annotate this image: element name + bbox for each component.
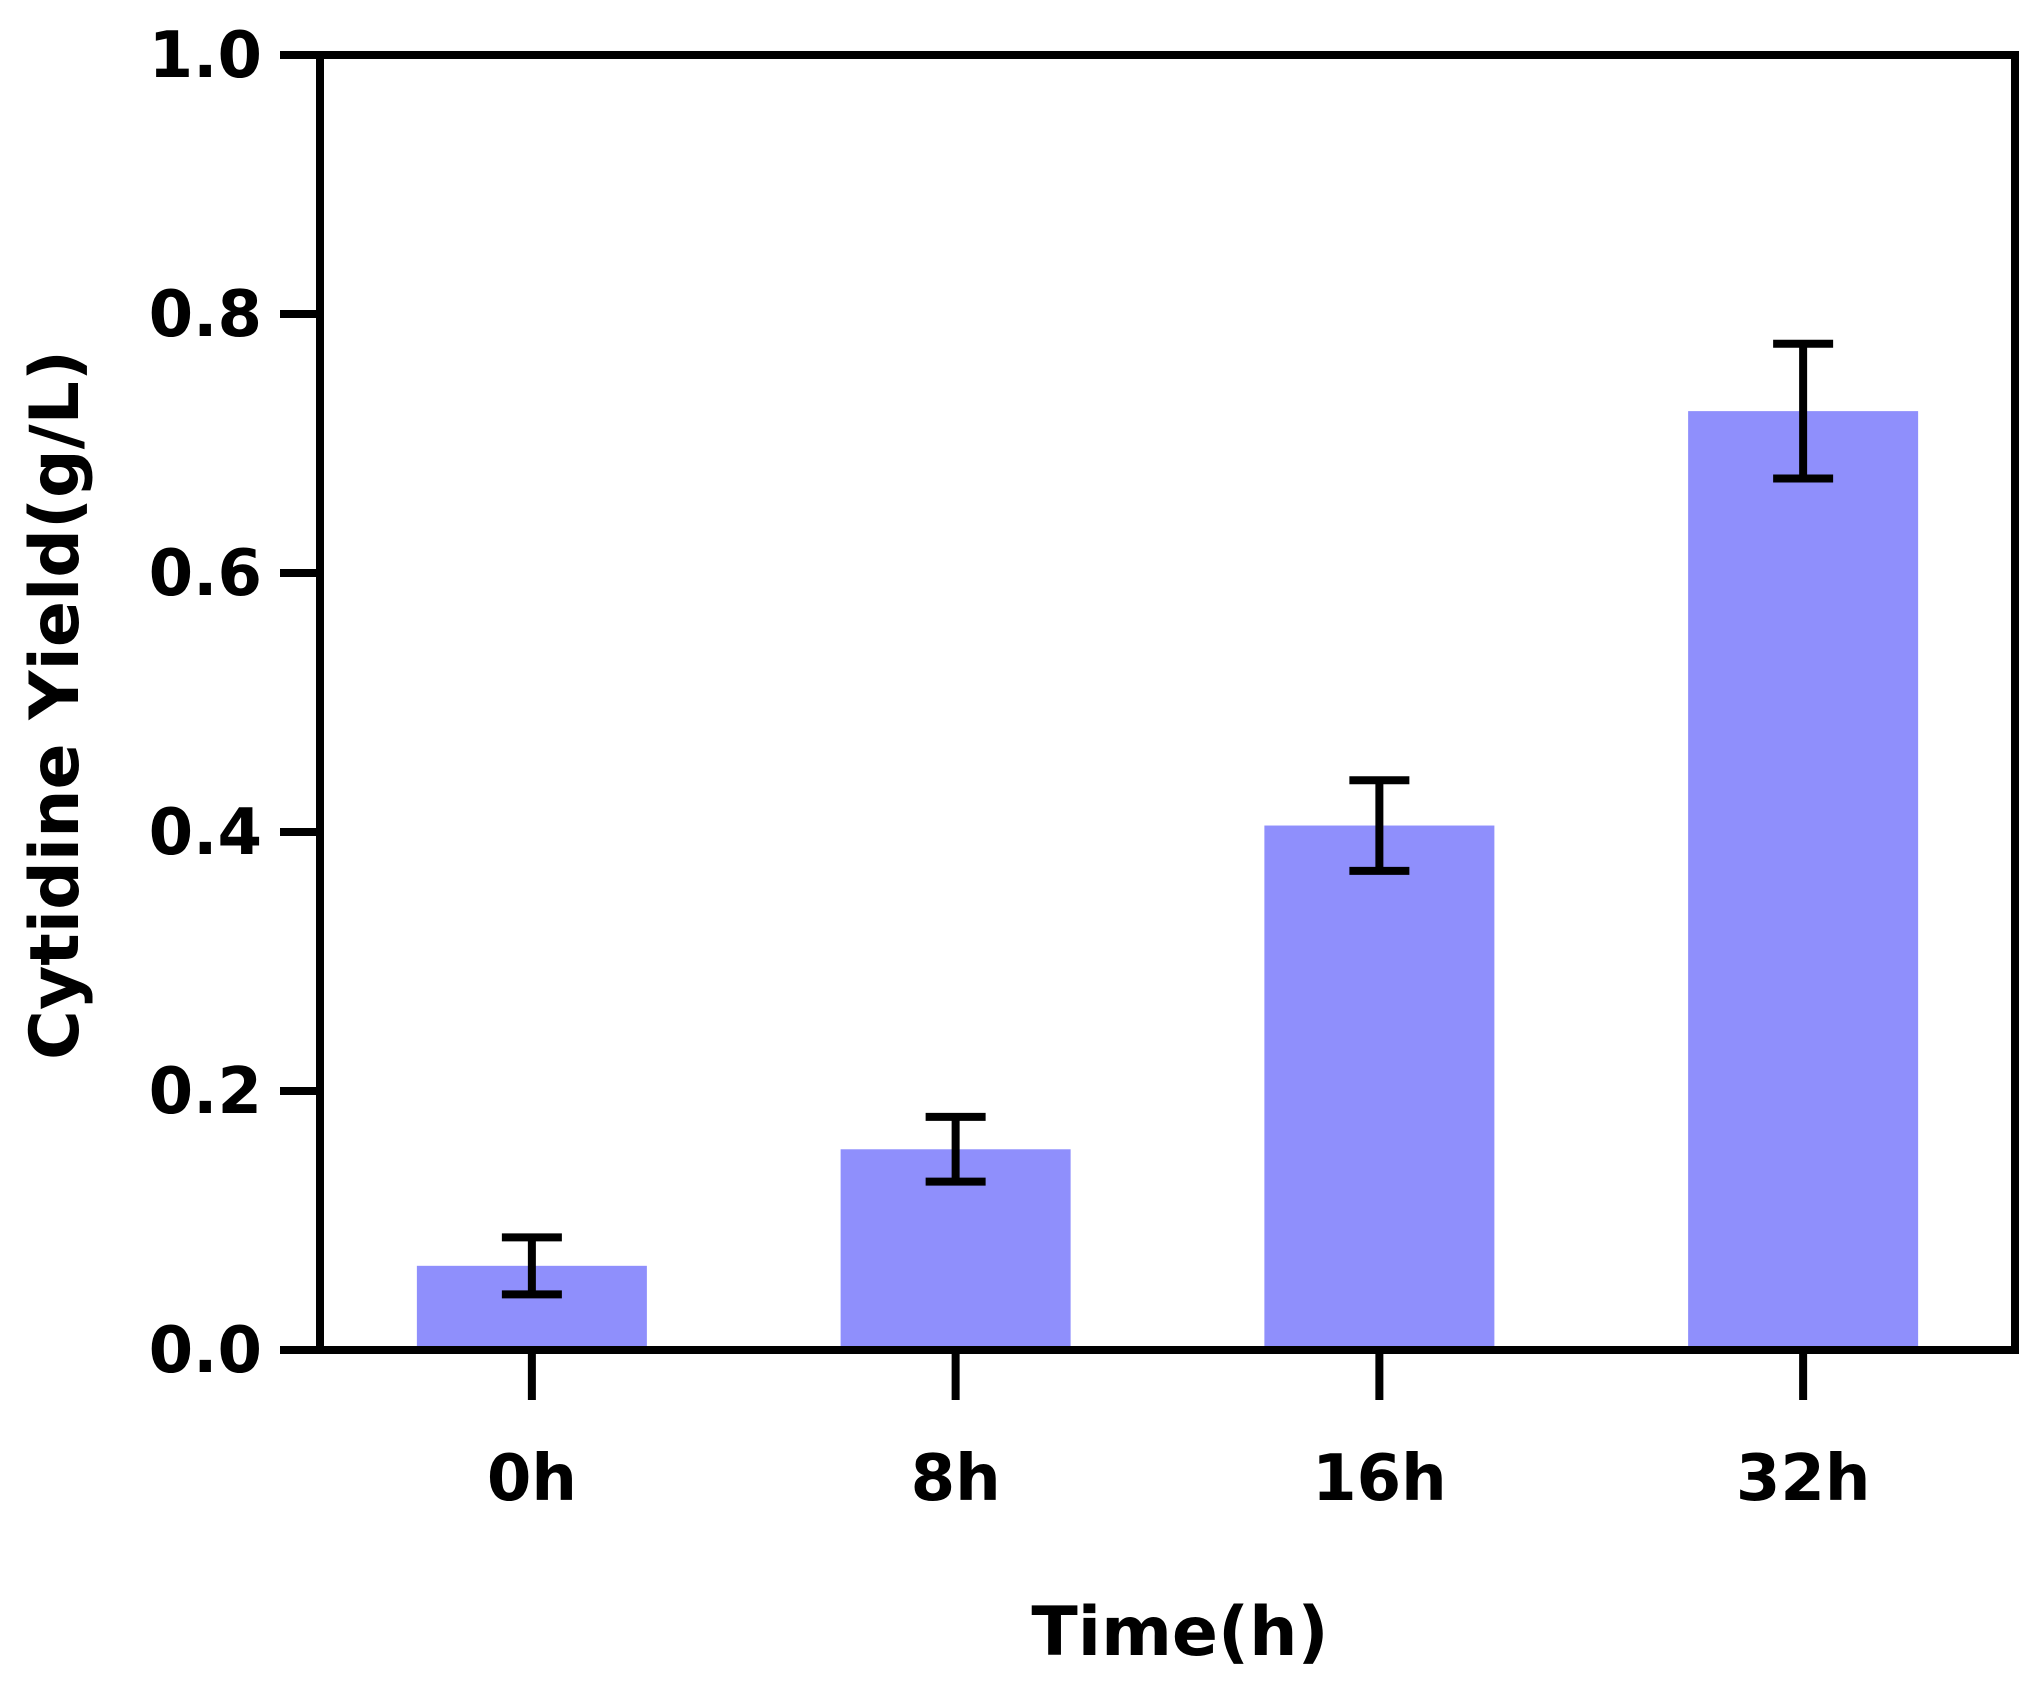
y-tick-label: 0.6 bbox=[149, 537, 262, 611]
x-tick-label-16h: 16h bbox=[1312, 1442, 1447, 1516]
error-bar-32h bbox=[1773, 339, 1834, 483]
x-tick-label-32h: 32h bbox=[1736, 1442, 1871, 1516]
error-bar-16h bbox=[1349, 776, 1410, 875]
bars-layer bbox=[416, 411, 1919, 1350]
error-bar-8h bbox=[925, 1112, 986, 1186]
y-axis-ticks: 0.0 0.2 0.4 0.6 0.8 1.0 bbox=[149, 19, 320, 1388]
y-tick-label: 0.8 bbox=[149, 278, 262, 352]
x-axis-title: Time(h) bbox=[1031, 1593, 1328, 1672]
y-axis-title: Cytidine Yield(g/L) bbox=[16, 350, 95, 1060]
x-tick-label-8h: 8h bbox=[911, 1442, 1001, 1516]
bar-32h bbox=[1688, 411, 1919, 1350]
plot-border bbox=[316, 51, 2019, 1354]
error-bar-0h bbox=[501, 1233, 562, 1299]
y-tick-label: 0.2 bbox=[149, 1055, 262, 1129]
x-tick-label-0h: 0h bbox=[487, 1442, 577, 1516]
y-tick-label: 1.0 bbox=[149, 19, 262, 93]
bar-16h bbox=[1264, 825, 1495, 1350]
error-bars-layer bbox=[501, 339, 1834, 1299]
x-axis-ticks: 0h 8h 16h 32h bbox=[487, 1350, 1871, 1516]
y-tick-label: 0.4 bbox=[149, 796, 262, 870]
plot-frame bbox=[316, 51, 2019, 1354]
y-tick-label: 0.0 bbox=[149, 1314, 262, 1388]
